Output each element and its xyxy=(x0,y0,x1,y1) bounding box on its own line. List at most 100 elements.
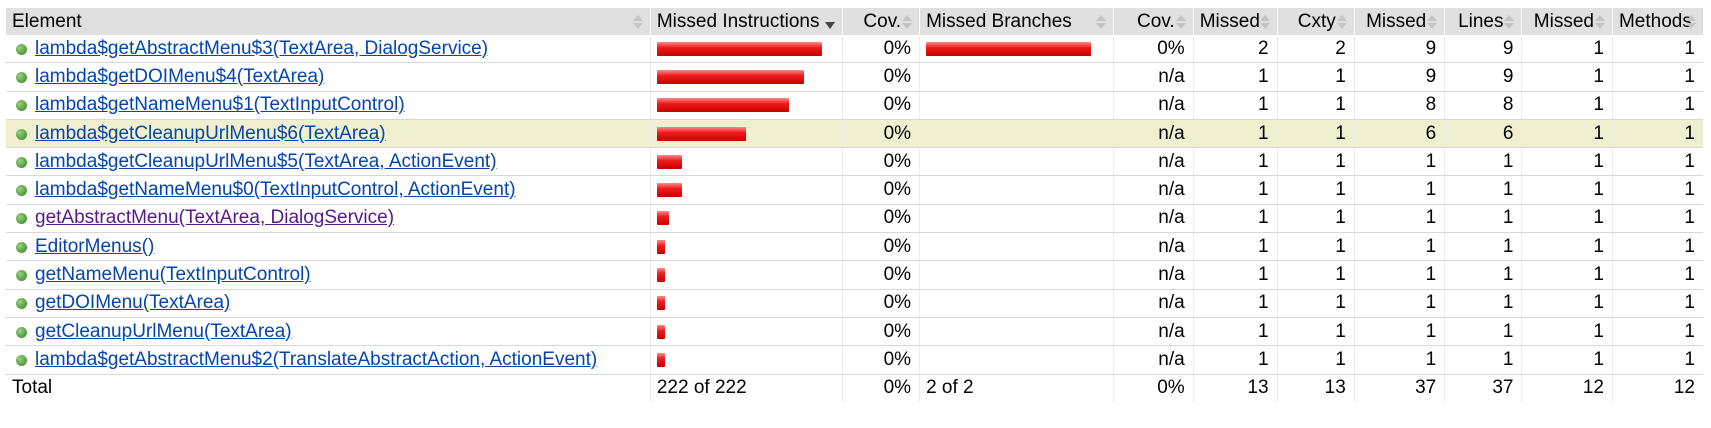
complexity: 1 xyxy=(1276,289,1355,318)
method-link[interactable]: lambda$getNameMenu$0(TextInputControl, A… xyxy=(35,179,516,201)
method-link[interactable]: lambda$getAbstractMenu$2(TranslateAbstra… xyxy=(35,348,598,370)
lines: 9 xyxy=(1444,62,1522,92)
instructions-coverage: 0% xyxy=(841,35,920,64)
header-missed-complexity[interactable]: Missed xyxy=(1192,8,1278,35)
instructions-coverage: 0% xyxy=(841,175,920,205)
method-link[interactable]: EditorMenus() xyxy=(35,235,155,257)
method-icon xyxy=(16,354,27,366)
method-icon xyxy=(16,43,27,55)
table-row: getCleanupUrlMenu(TextArea) 0% n/a 1 1 1 1 1 1 xyxy=(6,317,1703,347)
instructions-coverage: 0% xyxy=(841,119,920,149)
instructions-coverage: 0% xyxy=(841,62,920,92)
table-row: lambda$getDOIMenu$4(TextArea) 0% n/a 1 1 9 9 1 1 xyxy=(6,62,1703,92)
element-cell: getDOIMenu(TextArea) xyxy=(6,289,651,318)
table-row: lambda$getAbstractMenu$2(TranslateAbstra… xyxy=(6,345,1703,375)
missed-instructions-bar-cell xyxy=(649,232,843,262)
missed-methods: 1 xyxy=(1521,147,1613,177)
header-missed-branches[interactable]: Missed Branches xyxy=(919,8,1114,35)
missed-instructions-bar-cell xyxy=(649,35,843,64)
method-icon xyxy=(16,213,27,225)
header-missed-lines[interactable]: Missed xyxy=(1353,8,1445,35)
footer-complexity: 13 xyxy=(1276,374,1355,402)
header-lines[interactable]: Lines xyxy=(1444,8,1522,35)
sort-icon xyxy=(1096,14,1107,29)
missed-methods: 1 xyxy=(1521,175,1613,205)
complexity: 1 xyxy=(1276,317,1355,347)
methods: 1 xyxy=(1611,119,1703,149)
methods: 1 xyxy=(1611,260,1703,290)
missed-lines: 9 xyxy=(1353,62,1445,92)
missed-complexity: 1 xyxy=(1192,289,1278,318)
instructions-coverage: 0% xyxy=(841,147,920,177)
coverage-table: Element Missed Instructions Cov. Missed … xyxy=(6,8,1703,402)
branches-coverage: n/a xyxy=(1113,175,1194,205)
branches-coverage: n/a xyxy=(1113,260,1194,290)
missed-lines: 1 xyxy=(1353,204,1445,234)
header-methods[interactable]: Methods xyxy=(1611,8,1703,35)
table-row: lambda$getAbstractMenu$3(TextArea, Dialo… xyxy=(6,35,1703,64)
missed-lines: 1 xyxy=(1353,232,1445,262)
header-element[interactable]: Element xyxy=(6,8,651,35)
missed-methods: 1 xyxy=(1521,232,1613,262)
method-link[interactable]: getAbstractMenu(TextArea, DialogService) xyxy=(35,207,395,229)
missed-methods: 1 xyxy=(1521,345,1613,375)
missed-complexity: 1 xyxy=(1192,147,1278,177)
missed-lines: 8 xyxy=(1353,91,1445,120)
lines: 1 xyxy=(1444,317,1522,347)
methods: 1 xyxy=(1611,35,1703,64)
method-link[interactable]: lambda$getCleanupUrlMenu$6(TextArea) xyxy=(35,122,386,144)
methods: 1 xyxy=(1611,62,1703,92)
missed-instructions-bar-cell xyxy=(649,175,843,205)
lines: 1 xyxy=(1444,232,1522,262)
method-link[interactable]: lambda$getNameMenu$1(TextInputControl) xyxy=(35,94,405,116)
element-cell: getCleanupUrlMenu(TextArea) xyxy=(6,317,651,347)
table-row: lambda$getCleanupUrlMenu$6(TextArea) 0% n/… xyxy=(6,119,1703,149)
lines: 6 xyxy=(1444,119,1522,149)
sort-icon xyxy=(1427,14,1438,29)
instructions-coverage: 0% xyxy=(841,289,920,318)
missed-instructions-bar-cell xyxy=(649,204,843,234)
sort-icon xyxy=(1336,14,1347,29)
method-link[interactable]: lambda$getDOIMenu$4(TextArea) xyxy=(35,65,325,87)
method-link[interactable]: getCleanupUrlMenu(TextArea) xyxy=(35,320,292,342)
missed-complexity: 1 xyxy=(1192,260,1278,290)
header-complexity[interactable]: Cxty xyxy=(1276,8,1355,35)
header-branches-coverage[interactable]: Cov. xyxy=(1113,8,1194,35)
header-instructions-coverage[interactable]: Cov. xyxy=(841,8,920,35)
method-link[interactable]: getNameMenu(TextInputControl) xyxy=(35,264,311,286)
method-link[interactable]: lambda$getAbstractMenu$3(TextArea, Dialo… xyxy=(35,37,489,59)
missed-complexity: 1 xyxy=(1192,345,1278,375)
missed-complexity: 1 xyxy=(1192,62,1278,92)
element-cell: EditorMenus() xyxy=(6,232,651,262)
complexity: 1 xyxy=(1276,175,1355,205)
missed-complexity: 1 xyxy=(1192,317,1278,347)
method-icon xyxy=(16,326,27,338)
missed-lines: 1 xyxy=(1353,147,1445,177)
header-missed-instructions[interactable]: Missed Instructions xyxy=(649,8,843,35)
footer-branches: 2 of 2 xyxy=(919,374,1114,402)
footer-missed-lines: 37 xyxy=(1353,374,1445,402)
complexity: 1 xyxy=(1276,232,1355,262)
complexity: 1 xyxy=(1276,119,1355,149)
instructions-coverage: 0% xyxy=(841,91,920,120)
table-row: getDOIMenu(TextArea) 0% n/a 1 1 1 1 1 1 xyxy=(6,289,1703,318)
missed-instructions-bar xyxy=(656,154,682,169)
method-icon xyxy=(16,156,27,168)
header-missed-methods[interactable]: Missed xyxy=(1521,8,1613,35)
method-link[interactable]: lambda$getCleanupUrlMenu$5(TextArea, Act… xyxy=(35,150,497,172)
missed-instructions-bar xyxy=(656,69,804,84)
table-row: lambda$getNameMenu$0(TextInputControl, A… xyxy=(6,175,1703,205)
missed-methods: 1 xyxy=(1521,317,1613,347)
lines: 1 xyxy=(1444,260,1522,290)
branches-coverage: n/a xyxy=(1113,289,1194,318)
table-row: lambda$getCleanupUrlMenu$5(TextArea, Act… xyxy=(6,147,1703,177)
missed-instructions-bar-cell xyxy=(649,62,843,92)
missed-branches-bar-cell xyxy=(919,147,1114,177)
table-row: getAbstractMenu(TextArea, DialogService)… xyxy=(6,204,1703,234)
sort-icon xyxy=(1686,14,1696,29)
methods: 1 xyxy=(1611,175,1703,205)
method-link[interactable]: getDOIMenu(TextArea) xyxy=(35,292,231,314)
missed-complexity: 2 xyxy=(1192,35,1278,64)
missed-instructions-bar xyxy=(656,268,665,282)
methods: 1 xyxy=(1611,232,1703,262)
